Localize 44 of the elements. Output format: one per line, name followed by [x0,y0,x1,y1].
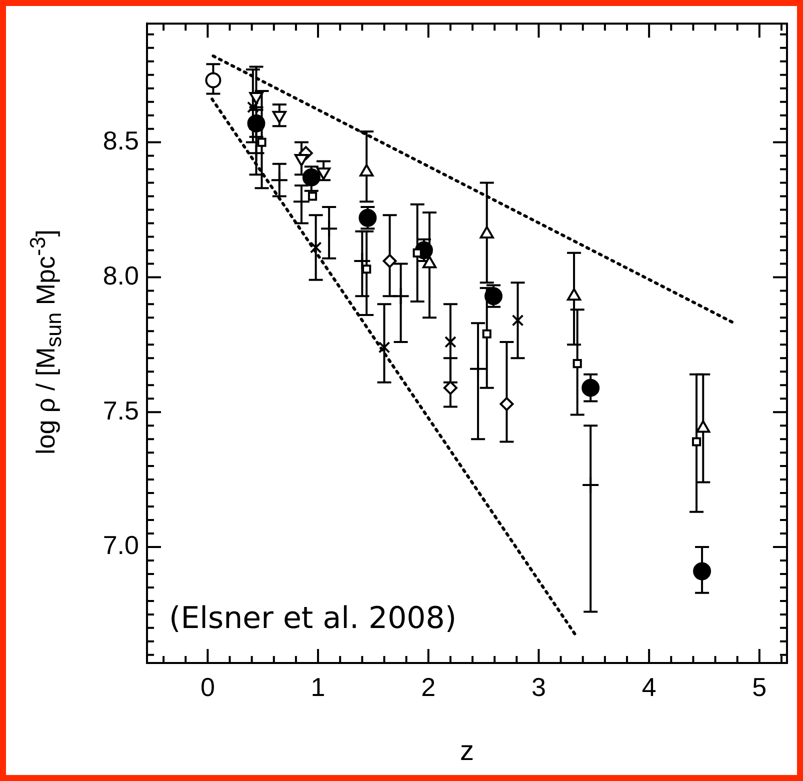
point [444,336,456,348]
point [382,254,397,268]
point [292,192,310,211]
point [512,314,524,326]
point [693,562,712,580]
point [500,397,514,412]
point [246,101,259,114]
point [272,110,286,124]
y-tick-label: 7.0 [102,530,139,560]
x-tick-label: 3 [531,672,546,702]
point [205,72,222,88]
point [443,380,458,395]
point [320,220,338,238]
x-axis-title: z [460,734,474,766]
y-tick-label: 8.0 [102,260,139,290]
y-tick-label: 7.5 [102,395,139,426]
point [257,138,266,147]
x-tick-label: 0 [200,672,215,702]
point [378,341,390,354]
point [270,171,288,190]
y-tick-label: 8.5 [102,125,139,156]
point [362,264,372,274]
point [484,287,502,306]
point [247,144,266,162]
point [572,359,582,368]
point [582,476,600,494]
point [482,329,492,338]
point [308,192,318,201]
point [249,92,264,104]
point [353,252,372,270]
x-tick-label: 4 [642,672,656,702]
point [582,378,600,397]
point [302,168,320,186]
point [294,154,309,166]
point [358,208,377,227]
point [310,242,322,254]
annotation: (Elsner et al. 2008) [169,601,457,636]
point [247,114,266,132]
point [469,360,488,378]
x-tick-label: 1 [310,672,326,702]
x-tick-label: 5 [752,672,767,702]
x-tick-label: 2 [421,672,436,702]
point [316,167,331,180]
point [692,437,702,446]
